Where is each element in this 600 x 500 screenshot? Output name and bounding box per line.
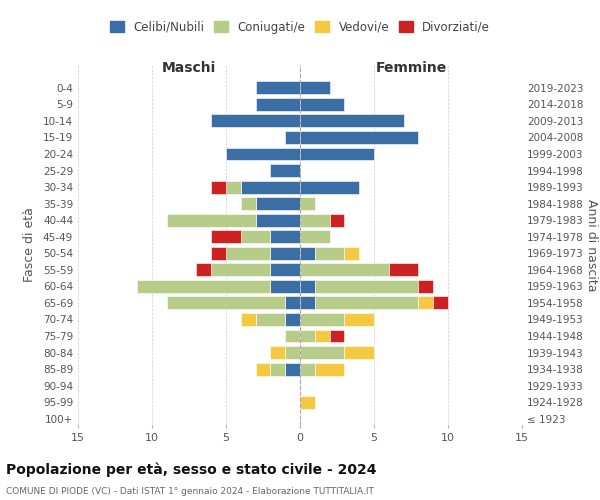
Bar [211, 247, 226, 260]
Bar [300, 362, 315, 376]
Text: Femmine: Femmine [376, 60, 446, 74]
Bar [300, 180, 359, 194]
Bar [300, 264, 389, 276]
Bar [211, 114, 300, 128]
Bar [226, 148, 300, 160]
Bar [211, 180, 226, 194]
Bar [241, 180, 300, 194]
Bar [285, 296, 300, 310]
Bar [211, 264, 271, 276]
Bar [271, 346, 285, 359]
Y-axis label: Fasce di età: Fasce di età [23, 208, 36, 282]
Text: Popolazione per età, sesso e stato civile - 2024: Popolazione per età, sesso e stato civil… [6, 462, 377, 477]
Bar [418, 296, 433, 310]
Bar [137, 280, 271, 293]
Bar [271, 264, 300, 276]
Bar [300, 230, 329, 243]
Bar [226, 180, 241, 194]
Bar [256, 98, 300, 111]
Bar [300, 296, 315, 310]
Bar [300, 131, 418, 144]
Y-axis label: Anni di nascita: Anni di nascita [584, 198, 598, 291]
Bar [300, 197, 315, 210]
Legend: Celibi/Nubili, Coniugati/e, Vedovi/e, Divorziati/e: Celibi/Nubili, Coniugati/e, Vedovi/e, Di… [110, 20, 490, 34]
Bar [329, 330, 344, 342]
Bar [315, 296, 418, 310]
Bar [344, 313, 374, 326]
Bar [433, 296, 448, 310]
Bar [300, 247, 315, 260]
Bar [315, 247, 344, 260]
Bar [300, 114, 404, 128]
Bar [285, 313, 300, 326]
Bar [256, 362, 271, 376]
Bar [241, 230, 271, 243]
Bar [300, 346, 344, 359]
Bar [300, 330, 315, 342]
Text: COMUNE DI PIODE (VC) - Dati ISTAT 1° gennaio 2024 - Elaborazione TUTTITALIA.IT: COMUNE DI PIODE (VC) - Dati ISTAT 1° gen… [6, 488, 374, 496]
Bar [285, 131, 300, 144]
Bar [271, 230, 300, 243]
Bar [256, 214, 300, 226]
Bar [389, 264, 418, 276]
Bar [300, 214, 329, 226]
Bar [256, 197, 300, 210]
Bar [300, 82, 329, 94]
Bar [211, 230, 241, 243]
Bar [418, 280, 433, 293]
Bar [300, 280, 315, 293]
Bar [300, 98, 344, 111]
Bar [167, 296, 285, 310]
Bar [344, 247, 359, 260]
Bar [196, 264, 211, 276]
Bar [300, 148, 374, 160]
Bar [315, 362, 344, 376]
Bar [256, 82, 300, 94]
Bar [285, 330, 300, 342]
Bar [271, 247, 300, 260]
Bar [241, 197, 256, 210]
Bar [241, 313, 256, 326]
Bar [329, 214, 344, 226]
Bar [315, 330, 329, 342]
Bar [226, 247, 271, 260]
Bar [285, 346, 300, 359]
Bar [256, 313, 285, 326]
Bar [300, 313, 344, 326]
Text: Maschi: Maschi [162, 60, 216, 74]
Bar [285, 362, 300, 376]
Bar [344, 346, 374, 359]
Bar [300, 396, 315, 408]
Bar [271, 362, 285, 376]
Bar [271, 280, 300, 293]
Bar [167, 214, 256, 226]
Bar [315, 280, 418, 293]
Bar [271, 164, 300, 177]
